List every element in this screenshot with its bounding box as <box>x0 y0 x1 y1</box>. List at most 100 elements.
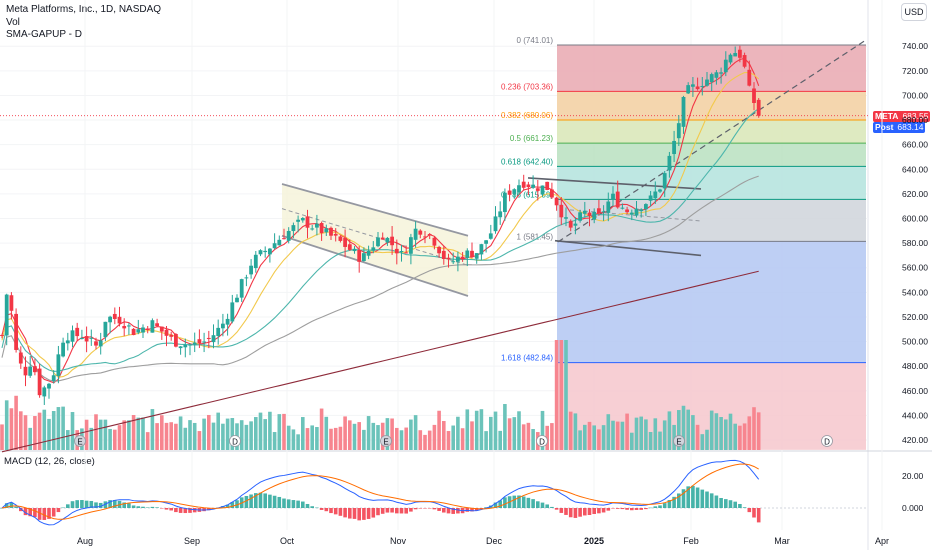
volume-bar <box>451 425 455 450</box>
macd-histogram-bar <box>536 501 540 508</box>
macd-histogram-bar <box>639 508 643 510</box>
candle-body <box>554 197 559 206</box>
y-tick-label: 620.00 <box>902 189 928 199</box>
channel-line <box>281 234 469 297</box>
volume-label[interactable]: Vol <box>6 17 20 28</box>
macd-histogram-bar <box>362 508 366 520</box>
fib-zone <box>557 119 866 144</box>
volume-bar <box>362 429 366 450</box>
y-tick-label: 680.00 <box>902 115 928 125</box>
volume-bar <box>221 423 225 450</box>
volume-bar <box>597 429 601 450</box>
candle-body <box>719 72 723 74</box>
volume-bar <box>724 419 728 450</box>
macd-histogram-bar <box>131 505 136 508</box>
volume-bar <box>644 419 648 450</box>
macd-histogram-bar <box>75 500 79 508</box>
candle-body <box>493 216 498 232</box>
channel-line <box>281 183 469 237</box>
candle-body <box>540 185 545 195</box>
candle-body <box>676 123 681 139</box>
candle-body <box>615 191 620 208</box>
macd-histogram-bar <box>254 493 258 508</box>
volume-bar <box>164 422 169 450</box>
volume-bar <box>611 420 615 450</box>
candle-body <box>357 249 362 262</box>
candle-body <box>84 336 89 342</box>
macd-label[interactable]: MACD (12, 26, close) <box>4 456 95 467</box>
candle-body <box>75 327 80 337</box>
volume-bar <box>37 412 42 450</box>
volume-bar <box>587 421 592 450</box>
post-price-tag: Post 683.14 <box>873 122 926 133</box>
currency-button[interactable]: USD <box>901 3 927 21</box>
candle-body <box>644 204 648 210</box>
candle-body <box>390 236 394 246</box>
y-tick-label: 540.00 <box>902 287 928 297</box>
volume-bar <box>700 434 705 450</box>
candle-body <box>362 253 366 262</box>
candle-body <box>705 79 709 86</box>
volume-bar <box>409 419 413 450</box>
volume-bar <box>28 427 32 450</box>
candle-body <box>686 85 691 94</box>
volume-bar <box>404 427 408 450</box>
candle-body <box>333 233 338 236</box>
fib-level-label: 0 (741.01) <box>517 36 554 45</box>
volume-bar <box>677 410 681 450</box>
volume-bar <box>568 411 573 450</box>
candle-body <box>0 334 4 336</box>
indicator-label[interactable]: SMA-GAPUP - D <box>6 29 82 40</box>
macd-histogram-bar <box>456 508 460 514</box>
candle-body <box>174 333 178 347</box>
candle-body <box>409 237 413 254</box>
candle-body <box>9 295 14 311</box>
macd-histogram-bar <box>127 503 131 508</box>
y-tick-label: 720.00 <box>902 66 928 76</box>
macd-histogram-bar <box>752 508 756 518</box>
y-tick-label: 420.00 <box>902 435 928 445</box>
macd-histogram-bar <box>136 506 141 508</box>
candle-body <box>756 99 761 116</box>
y-tick-label: 460.00 <box>902 386 928 396</box>
marker-letter: E <box>77 438 82 447</box>
macd-histogram-bar <box>277 496 282 508</box>
x-tick-label: Feb <box>683 536 699 546</box>
macd-histogram-bar <box>592 508 596 514</box>
macd-histogram-bar <box>583 508 587 516</box>
volume-bar <box>277 414 282 450</box>
earnings-marker <box>673 435 685 447</box>
candle-body <box>413 228 418 240</box>
x-tick-label: Mar <box>774 536 790 546</box>
candle-body <box>131 328 136 336</box>
volume-bar <box>141 417 145 450</box>
volume-bar <box>474 410 479 450</box>
candle-body <box>521 181 526 188</box>
volume-bar <box>503 404 507 450</box>
macd-histogram-bar <box>174 508 178 513</box>
macd-histogram-bar <box>625 508 629 510</box>
macd-histogram-bar <box>56 508 61 513</box>
macd-histogram-bar <box>324 508 329 512</box>
candle-body <box>437 246 441 254</box>
macd-histogram-bar <box>437 508 441 511</box>
macd-histogram-bar <box>23 508 28 516</box>
macd-histogram-bar <box>427 508 432 509</box>
macd-histogram-bar <box>225 504 230 508</box>
volume-bar <box>333 427 338 450</box>
macd-histogram-bar <box>338 508 343 516</box>
candle-body <box>474 253 479 259</box>
macd-histogram-bar <box>691 485 695 508</box>
volume-bar <box>507 418 512 450</box>
volume-bar <box>211 422 216 450</box>
wedge-line <box>554 239 702 257</box>
candle-body <box>108 316 112 323</box>
candle-body <box>404 252 409 254</box>
macd-histogram-bar <box>700 489 705 508</box>
candle-body <box>230 302 235 322</box>
volume-bar <box>319 408 324 450</box>
candle-body <box>221 323 225 329</box>
candle-body <box>150 320 155 333</box>
candle-body <box>112 313 117 319</box>
